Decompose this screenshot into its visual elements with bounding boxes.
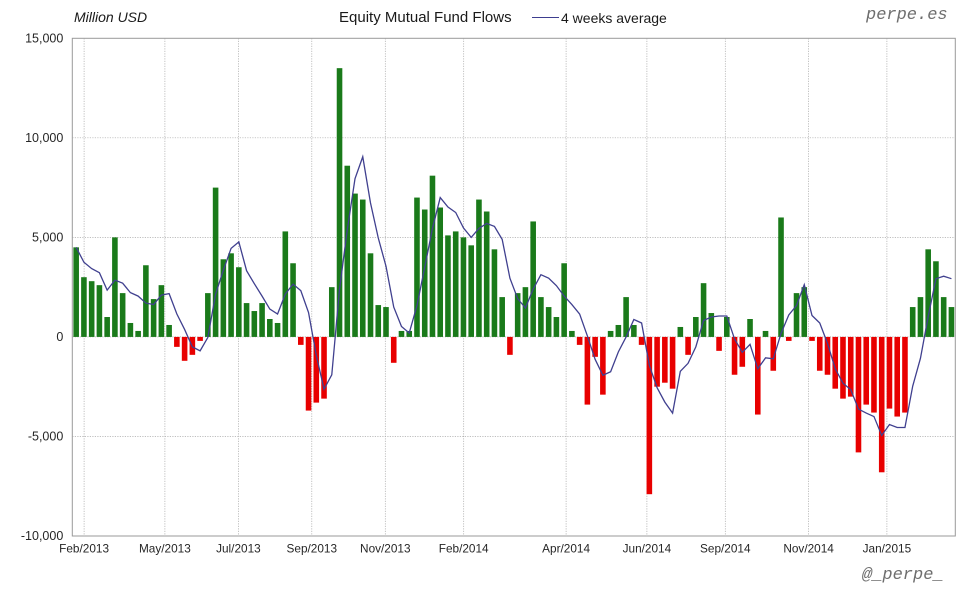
svg-text:10,000: 10,000	[25, 131, 63, 145]
svg-text:5,000: 5,000	[32, 231, 63, 245]
svg-text:-5,000: -5,000	[28, 430, 63, 444]
svg-text:-10,000: -10,000	[21, 529, 63, 543]
svg-text:Jun/2014: Jun/2014	[623, 542, 672, 556]
svg-text:Sep/2014: Sep/2014	[700, 542, 751, 556]
svg-text:Jan/2015: Jan/2015	[863, 542, 912, 556]
svg-text:Nov/2013: Nov/2013	[360, 542, 411, 556]
svg-text:Feb/2013: Feb/2013	[59, 542, 109, 556]
svg-text:Feb/2014: Feb/2014	[439, 542, 489, 556]
svg-text:Nov/2014: Nov/2014	[783, 542, 834, 556]
svg-text:Sep/2013: Sep/2013	[287, 542, 338, 556]
svg-text:15,000: 15,000	[25, 32, 63, 46]
svg-text:May/2013: May/2013	[139, 542, 191, 556]
svg-text:0: 0	[56, 330, 63, 344]
svg-text:Apr/2014: Apr/2014	[542, 542, 590, 556]
svg-text:Jul/2013: Jul/2013	[216, 542, 261, 556]
